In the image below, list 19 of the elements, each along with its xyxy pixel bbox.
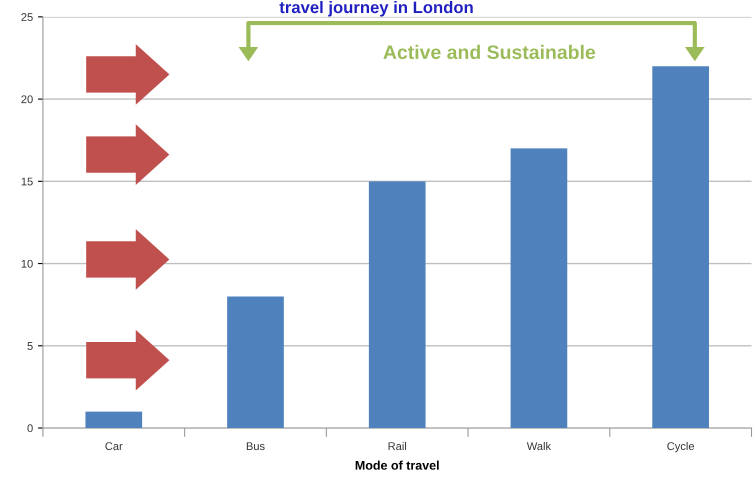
chart-title: travel journey in London: [279, 0, 473, 16]
x-tick-label: Rail: [388, 442, 406, 450]
bar: [652, 66, 709, 428]
y-tick-label: 0: [27, 424, 33, 432]
x-axis-title: Mode of travel: [356, 460, 439, 470]
bar: [227, 296, 284, 428]
x-tick-label: Walk: [526, 442, 552, 450]
bar: [510, 148, 568, 428]
y-tick-label: 10: [22, 260, 33, 268]
x-tick-label: Bus: [246, 442, 265, 450]
bar: [368, 181, 426, 428]
y-tick-label: 5: [27, 342, 33, 350]
x-tick-label: Cycle: [667, 442, 694, 452]
y-tick-label: 20: [21, 95, 33, 104]
annotation: Active and Sustainable: [383, 44, 596, 60]
y-tick-label: 25: [21, 13, 33, 22]
bar: [85, 412, 142, 428]
y-tick-label: 15: [22, 178, 33, 186]
x-tick-label: Car: [105, 442, 123, 450]
